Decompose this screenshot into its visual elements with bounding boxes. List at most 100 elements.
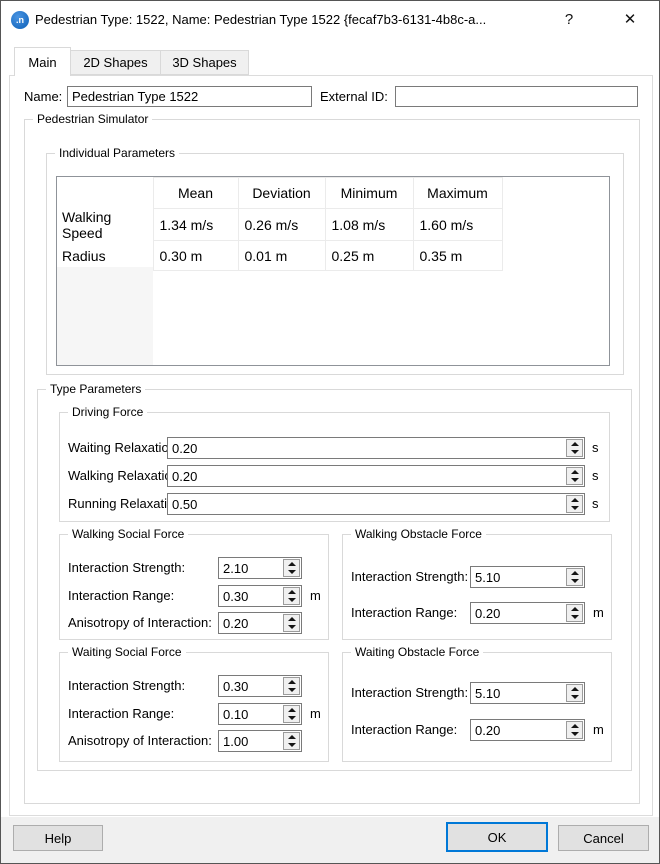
spin-up-button[interactable] bbox=[567, 468, 582, 476]
table-row: Walking Speed 1.34 m/s 0.26 m/s 1.08 m/s… bbox=[57, 208, 503, 241]
spin-up-button[interactable] bbox=[567, 722, 582, 730]
interaction-range-label: Interaction Range: bbox=[68, 706, 175, 721]
unit-label: s bbox=[592, 468, 599, 483]
waiting-obstacle-force-title: Waiting Obstacle Force bbox=[351, 645, 484, 660]
down-arrow-icon bbox=[287, 625, 296, 629]
spin-down-button[interactable] bbox=[567, 577, 582, 585]
anisotropy-input[interactable] bbox=[219, 731, 283, 751]
spin-up-button[interactable] bbox=[284, 560, 299, 568]
spin-up-button[interactable] bbox=[284, 706, 299, 714]
spin-down-button[interactable] bbox=[284, 568, 299, 576]
interaction-strength-label: Interaction Strength: bbox=[351, 685, 469, 700]
spin-up-button[interactable] bbox=[567, 685, 582, 693]
cell-walking-speed-maximum[interactable]: 1.60 m/s bbox=[412, 208, 503, 241]
spin-up-button[interactable] bbox=[284, 615, 299, 623]
interaction-range-input[interactable] bbox=[471, 603, 566, 623]
title-bar: .n Pedestrian Type: 1522, Name: Pedestri… bbox=[1, 1, 659, 39]
down-arrow-icon bbox=[570, 478, 579, 482]
cancel-button[interactable]: Cancel bbox=[558, 825, 649, 851]
spin-up-button[interactable] bbox=[284, 678, 299, 686]
help-icon[interactable]: ? bbox=[557, 9, 581, 31]
spin-down-button[interactable] bbox=[567, 693, 582, 701]
walking-relaxation-label: Walking Relaxation: bbox=[68, 468, 183, 483]
walking-social-force-group: Walking Social Force Interaction Strengt… bbox=[59, 527, 329, 640]
tab-2d-shapes[interactable]: 2D Shapes bbox=[71, 50, 161, 75]
down-arrow-icon bbox=[570, 732, 579, 736]
interaction-strength-spinbox bbox=[470, 682, 585, 704]
close-icon[interactable]: ✕ bbox=[618, 9, 642, 31]
waiting-social-force-group: Waiting Social Force Interaction Strengt… bbox=[59, 645, 329, 762]
cell-walking-speed-deviation[interactable]: 0.26 m/s bbox=[237, 208, 326, 241]
spin-down-button[interactable] bbox=[284, 596, 299, 604]
down-arrow-icon bbox=[287, 598, 296, 602]
spin-up-button[interactable] bbox=[567, 496, 582, 504]
interaction-range-input[interactable] bbox=[471, 720, 566, 740]
anisotropy-spinbox bbox=[218, 612, 302, 634]
interaction-strength-label: Interaction Strength: bbox=[351, 569, 469, 584]
spin-up-button[interactable] bbox=[567, 569, 582, 577]
pedestrian-simulator-group: Pedestrian Simulator Individual Paramete… bbox=[24, 112, 640, 804]
interaction-range-input[interactable] bbox=[219, 704, 283, 724]
down-arrow-icon bbox=[287, 716, 296, 720]
running-relaxation-label: Running Relaxation: bbox=[68, 496, 186, 511]
interaction-range-spinbox bbox=[470, 602, 585, 624]
spin-up-button[interactable] bbox=[284, 733, 299, 741]
spin-down-button[interactable] bbox=[567, 448, 582, 456]
up-arrow-icon bbox=[287, 680, 296, 684]
spin-down-button[interactable] bbox=[284, 686, 299, 694]
spin-up-button[interactable] bbox=[567, 605, 582, 613]
window-title: Pedestrian Type: 1522, Name: Pedestrian … bbox=[35, 12, 487, 27]
interaction-range-input[interactable] bbox=[219, 586, 283, 606]
spin-down-button[interactable] bbox=[284, 714, 299, 722]
column-header-minimum: Minimum bbox=[324, 177, 414, 209]
anisotropy-label: Anisotropy of Interaction: bbox=[68, 733, 212, 748]
up-arrow-icon bbox=[570, 498, 579, 502]
external-id-input[interactable] bbox=[395, 86, 638, 107]
interaction-strength-input[interactable] bbox=[471, 683, 566, 703]
spin-down-button[interactable] bbox=[567, 613, 582, 621]
spinner bbox=[283, 732, 300, 750]
walking-relaxation-input[interactable] bbox=[168, 466, 566, 486]
up-arrow-icon bbox=[287, 708, 296, 712]
waiting-relaxation-input[interactable] bbox=[168, 438, 566, 458]
cell-walking-speed-mean[interactable]: 1.34 m/s bbox=[152, 208, 239, 241]
cell-radius-deviation[interactable]: 0.01 m bbox=[237, 240, 326, 271]
cell-radius-minimum[interactable]: 0.25 m bbox=[324, 240, 414, 271]
name-input[interactable] bbox=[67, 86, 312, 107]
help-button[interactable]: Help bbox=[13, 825, 103, 851]
waiting-social-force-title: Waiting Social Force bbox=[68, 645, 186, 660]
up-arrow-icon bbox=[570, 687, 579, 691]
driving-force-group: Driving Force Waiting Relaxation: s Walk… bbox=[59, 405, 610, 522]
spin-up-button[interactable] bbox=[284, 588, 299, 596]
app-logo-icon: .n bbox=[11, 11, 29, 29]
spinner bbox=[566, 467, 583, 485]
interaction-strength-label: Interaction Strength: bbox=[68, 560, 186, 575]
interaction-strength-input[interactable] bbox=[219, 558, 283, 578]
cell-walking-speed-minimum[interactable]: 1.08 m/s bbox=[324, 208, 414, 241]
spin-down-button[interactable] bbox=[284, 623, 299, 631]
interaction-range-spinbox bbox=[218, 703, 302, 725]
down-arrow-icon bbox=[570, 450, 579, 454]
tab-main[interactable]: Main bbox=[14, 47, 71, 76]
spin-down-button[interactable] bbox=[567, 730, 582, 738]
down-arrow-icon bbox=[287, 743, 296, 747]
spinner bbox=[283, 677, 300, 695]
spin-down-button[interactable] bbox=[567, 476, 582, 484]
cell-radius-mean[interactable]: 0.30 m bbox=[152, 240, 239, 271]
spinner bbox=[566, 684, 583, 702]
spin-up-button[interactable] bbox=[567, 440, 582, 448]
interaction-strength-spinbox bbox=[218, 557, 302, 579]
cell-radius-maximum[interactable]: 0.35 m bbox=[412, 240, 503, 271]
interaction-strength-input[interactable] bbox=[219, 676, 283, 696]
spin-down-button[interactable] bbox=[284, 741, 299, 749]
individual-parameters-table: Mean Deviation Minimum Maximum Walking S… bbox=[56, 176, 610, 366]
row-header-walking-speed: Walking Speed bbox=[62, 208, 112, 241]
interaction-strength-input[interactable] bbox=[471, 567, 566, 587]
anisotropy-input[interactable] bbox=[219, 613, 283, 633]
running-relaxation-input[interactable] bbox=[168, 494, 566, 514]
spin-down-button[interactable] bbox=[567, 504, 582, 512]
ok-button[interactable]: OK bbox=[446, 822, 548, 852]
tab-3d-shapes[interactable]: 3D Shapes bbox=[161, 50, 249, 75]
spinner bbox=[566, 604, 583, 622]
spinner bbox=[283, 559, 300, 577]
